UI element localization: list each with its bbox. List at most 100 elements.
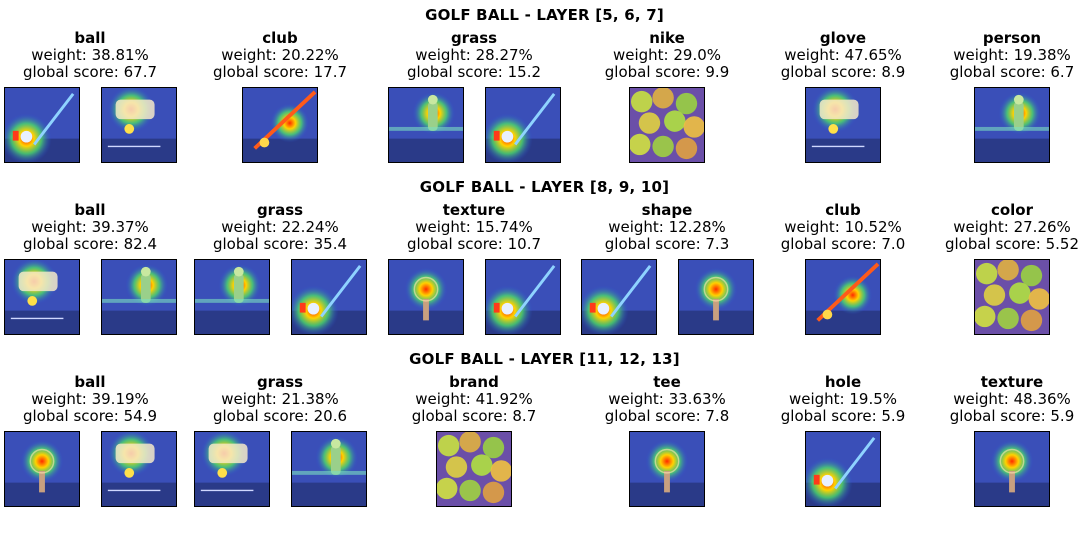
concept-weight: weight: 41.92% — [415, 390, 533, 408]
concept-global-score: global score: 8.7 — [411, 407, 537, 425]
concept-global-score: global score: 67.7 — [22, 63, 158, 81]
concept-weight: weight: 22.24% — [221, 218, 339, 236]
concept-group: ball weight: 39.19% global score: 54.9 — [0, 374, 185, 534]
heatmap-thumbnail — [436, 431, 512, 507]
concept-label: nike — [649, 29, 685, 47]
concept-label: ball — [74, 201, 106, 219]
heatmap-thumbnail — [387, 87, 464, 163]
concept-global-score: global score: 6.7 — [949, 63, 1075, 81]
concept-group: nike weight: 29.0% global score: 9.9 — [572, 30, 762, 190]
section-title: GOLF BALL - LAYER [11, 12, 13] — [409, 350, 680, 368]
concept-global-score: global score: 17.7 — [212, 63, 348, 81]
concept-weight: weight: 39.19% — [31, 390, 149, 408]
section-title: GOLF BALL - LAYER [5, 6, 7] — [425, 6, 664, 24]
concept-global-score: global score: 5.9 — [949, 407, 1075, 425]
concept-weight: weight: 19.38% — [953, 46, 1071, 64]
concept-group: tee weight: 33.63% global score: 7.8 — [572, 374, 762, 534]
concept-global-score: global score: 5.9 — [780, 407, 906, 425]
heatmap-thumbnail — [193, 431, 270, 507]
concept-group: grass weight: 21.38% global score: 20.6 — [185, 374, 375, 534]
section-title: GOLF BALL - LAYER [8, 9, 10] — [419, 178, 670, 196]
concept-group: glove weight: 47.65% global score: 8.9 — [748, 30, 938, 190]
concept-global-score: global score: 7.3 — [604, 235, 730, 253]
heatmap-thumbnail — [290, 259, 367, 335]
concept-weight: weight: 33.63% — [608, 390, 726, 408]
concept-label: club — [825, 201, 861, 219]
concept-global-score: global score: 7.8 — [604, 407, 730, 425]
concept-group: grass weight: 22.24% global score: 35.4 — [185, 202, 375, 362]
concept-group: color weight: 27.26% global score: 5.52 — [917, 202, 1089, 362]
concept-label: shape — [641, 201, 693, 219]
heatmap-thumbnail — [242, 87, 318, 163]
concept-weight: weight: 20.22% — [221, 46, 339, 64]
heatmap-thumbnail — [805, 87, 881, 163]
concept-label: hole — [824, 373, 862, 391]
heatmap-thumbnail — [3, 87, 80, 163]
concept-weight: weight: 39.37% — [31, 218, 149, 236]
heatmap-thumbnail — [629, 87, 705, 163]
concept-global-score: global score: 15.2 — [406, 63, 542, 81]
heatmap-thumbnail — [3, 259, 80, 335]
heatmap-thumbnail — [629, 431, 705, 507]
concept-group: shape weight: 12.28% global score: 7.3 — [572, 202, 762, 362]
concept-weight: weight: 28.27% — [415, 46, 533, 64]
heatmap-thumbnail — [290, 431, 367, 507]
concept-label: ball — [74, 373, 106, 391]
concept-global-score: global score: 8.9 — [780, 63, 906, 81]
heatmap-thumbnail — [974, 87, 1050, 163]
concept-label: texture — [442, 201, 506, 219]
concept-group: ball weight: 39.37% global score: 82.4 — [0, 202, 185, 362]
concept-weight: weight: 29.0% — [612, 46, 722, 64]
heatmap-thumbnail — [387, 259, 464, 335]
concept-label: grass — [256, 373, 304, 391]
heatmap-thumbnail — [484, 259, 561, 335]
concept-weight: weight: 21.38% — [221, 390, 339, 408]
concept-group: brand weight: 41.92% global score: 8.7 — [379, 374, 569, 534]
heatmap-thumbnail — [484, 87, 561, 163]
concept-group: texture weight: 48.36% global score: 5.9 — [917, 374, 1089, 534]
concept-group: texture weight: 15.74% global score: 10.… — [379, 202, 569, 362]
heatmap-thumbnail — [974, 259, 1050, 335]
concept-weight: weight: 38.81% — [31, 46, 149, 64]
concept-weight: weight: 10.52% — [784, 218, 902, 236]
concept-weight: weight: 19.5% — [788, 390, 898, 408]
concept-weight: weight: 12.28% — [608, 218, 726, 236]
concept-label: tee — [653, 373, 681, 391]
concept-label: grass — [450, 29, 498, 47]
heatmap-thumbnail — [193, 259, 270, 335]
heatmap-thumbnail — [100, 259, 177, 335]
concept-label: club — [262, 29, 298, 47]
heatmap-thumbnail — [580, 259, 657, 335]
heatmap-thumbnail — [677, 259, 754, 335]
concept-label: person — [982, 29, 1042, 47]
concept-group: grass weight: 28.27% global score: 15.2 — [379, 30, 569, 190]
concept-label: grass — [256, 201, 304, 219]
concept-label: glove — [819, 29, 867, 47]
concept-global-score: global score: 82.4 — [22, 235, 158, 253]
concept-group: club weight: 20.22% global score: 17.7 — [185, 30, 375, 190]
concept-label: brand — [449, 373, 499, 391]
concept-global-score: global score: 20.6 — [212, 407, 348, 425]
concept-label: texture — [980, 373, 1044, 391]
concept-global-score: global score: 10.7 — [406, 235, 542, 253]
concept-group: person weight: 19.38% global score: 6.7 — [917, 30, 1089, 190]
concept-global-score: global score: 7.0 — [780, 235, 906, 253]
concept-global-score: global score: 54.9 — [22, 407, 158, 425]
concept-global-score: global score: 9.9 — [604, 63, 730, 81]
heatmap-thumbnail — [974, 431, 1050, 507]
concept-label: ball — [74, 29, 106, 47]
heatmap-thumbnail — [100, 87, 177, 163]
heatmap-thumbnail — [3, 431, 80, 507]
concept-group: hole weight: 19.5% global score: 5.9 — [748, 374, 938, 534]
concept-global-score: global score: 5.52 — [944, 235, 1080, 253]
concept-group: club weight: 10.52% global score: 7.0 — [748, 202, 938, 362]
concept-weight: weight: 47.65% — [784, 46, 902, 64]
concept-weight: weight: 27.26% — [953, 218, 1071, 236]
concept-weight: weight: 48.36% — [953, 390, 1071, 408]
concept-weight: weight: 15.74% — [415, 218, 533, 236]
heatmap-thumbnail — [805, 431, 881, 507]
concept-group: ball weight: 38.81% global score: 67.7 — [0, 30, 185, 190]
concept-global-score: global score: 35.4 — [212, 235, 348, 253]
concept-label: color — [990, 201, 1034, 219]
heatmap-thumbnail — [805, 259, 881, 335]
